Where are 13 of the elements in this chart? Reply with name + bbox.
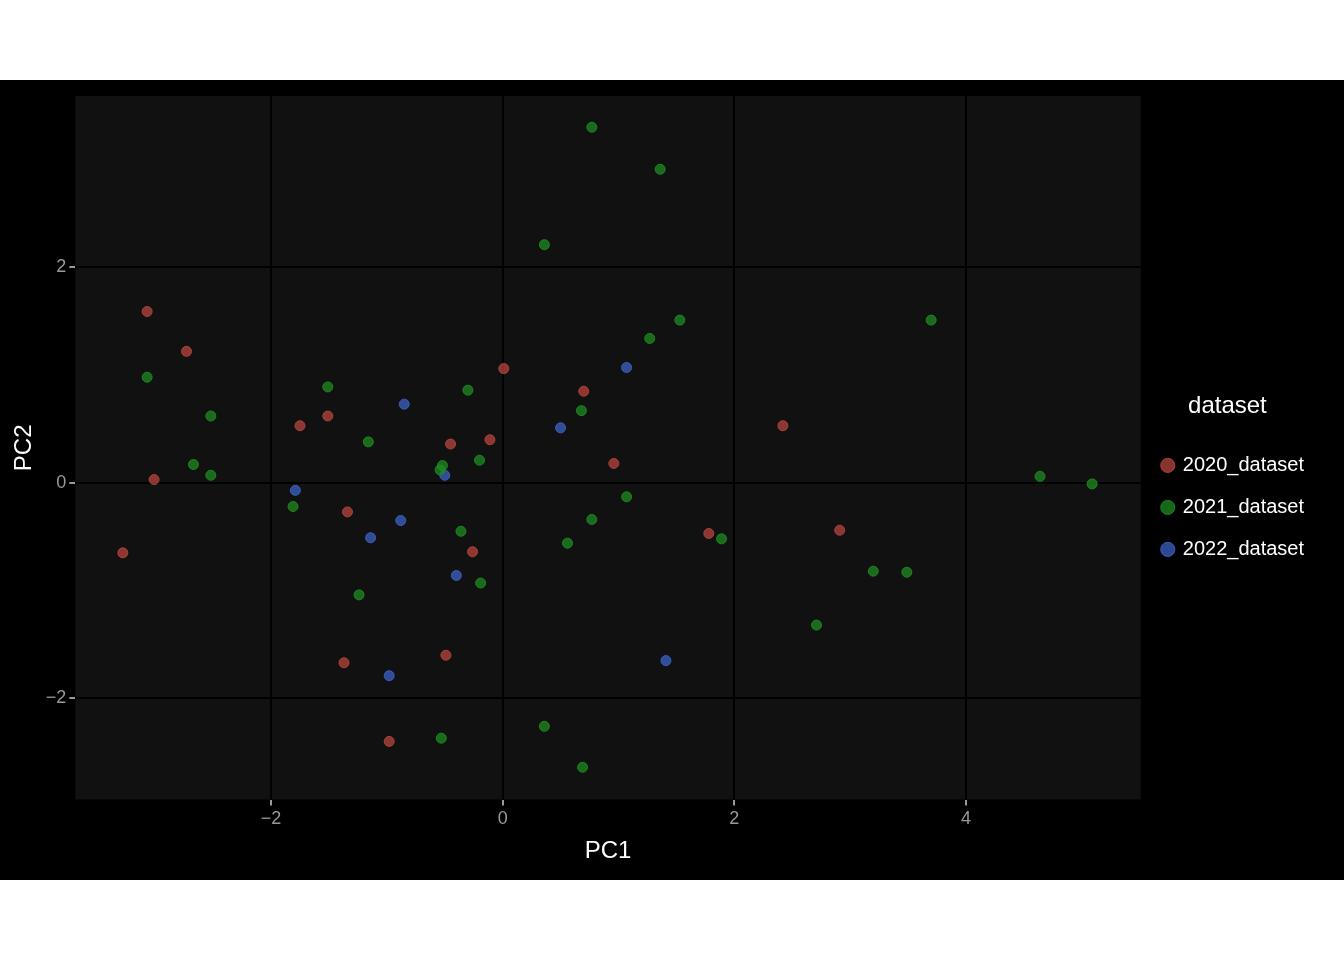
y-tick-label: −2 xyxy=(45,687,67,708)
x-tick-label: 0 xyxy=(497,808,508,829)
x-tick-label: 4 xyxy=(960,808,971,829)
x-axis-title: PC1 xyxy=(584,836,632,864)
y-tick-label: 2 xyxy=(56,256,67,277)
legend-label: 2021_dataset xyxy=(1182,494,1305,518)
legend-title: dataset xyxy=(1188,391,1268,419)
x-tick-label: 2 xyxy=(729,808,740,829)
y-tick-label: 0 xyxy=(56,471,67,492)
x-tick-label: −2 xyxy=(260,808,282,829)
legend-label: 2022_dataset xyxy=(1182,536,1305,560)
legend-label: 2020_dataset xyxy=(1182,452,1305,476)
y-axis-title: PC2 xyxy=(9,424,37,472)
